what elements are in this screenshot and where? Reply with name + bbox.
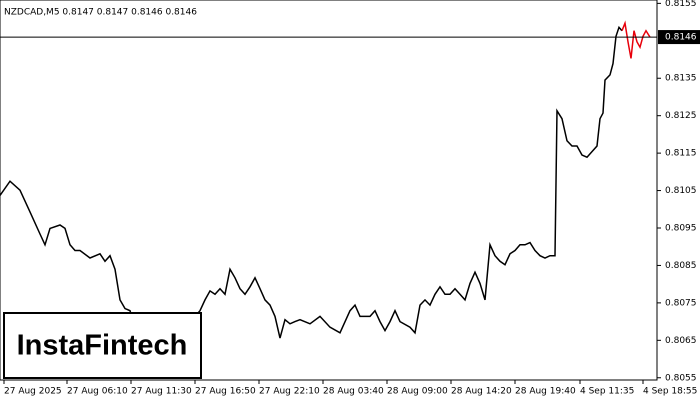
plot-area	[0, 20, 651, 368]
y-tick-label: 0.8055	[665, 373, 697, 383]
logo-box	[3, 312, 202, 379]
y-tick-label: 0.8085	[665, 261, 697, 271]
chart-title: NZDCAD,M5 0.8147 0.8147 0.8146 0.8146	[4, 8, 197, 18]
x-tick-label: 28 Aug 14:20	[451, 387, 512, 397]
x-tick-label: 28 Aug 09:00	[387, 387, 448, 397]
y-tick-label: 0.8115	[665, 149, 697, 159]
x-tick-label: 4 Sep 11:35	[580, 387, 634, 397]
price-tag	[658, 30, 700, 45]
y-tick-label: 0.8155	[665, 0, 697, 9]
y-tick-label: 0.8135	[665, 74, 697, 84]
y-tick-label: 0.8065	[665, 336, 697, 346]
y-tick-label: 0.8125	[665, 111, 697, 121]
logo: InstaFintech	[17, 330, 188, 362]
price-line-series	[0, 25, 623, 368]
price-tag-label: 0.8146	[665, 33, 697, 43]
y-tick-label: 0.8095	[665, 224, 697, 234]
x-tick-label: 4 Sep 18:55	[643, 387, 697, 397]
x-tick-label: 27 Aug 06:10	[67, 387, 128, 397]
x-tick-label: 27 Aug 2025	[4, 387, 62, 397]
x-tick-label: 27 Aug 16:50	[195, 387, 256, 397]
x-tick-label: 28 Aug 19:40	[515, 387, 576, 397]
x-tick-label: 28 Aug 03:40	[323, 387, 384, 397]
x-tick-label: 27 Aug 22:10	[259, 387, 320, 397]
y-tick-label: 0.8105	[665, 186, 697, 196]
y-tick-label: 0.8075	[665, 298, 697, 308]
x-tick-label: 27 Aug 11:30	[131, 387, 192, 397]
price-line-series	[621, 20, 651, 59]
